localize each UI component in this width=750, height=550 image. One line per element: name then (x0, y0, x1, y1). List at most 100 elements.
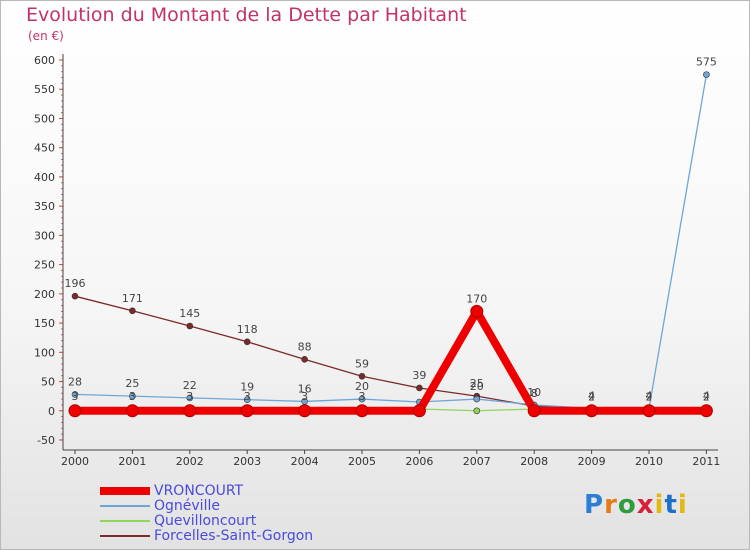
data-point (243, 396, 251, 403)
legend-swatch (100, 535, 150, 537)
legend-swatch (100, 487, 150, 495)
legend-item: Quevilloncourt (100, 514, 360, 529)
data-point (642, 404, 656, 418)
data-label: 20 (470, 380, 484, 393)
x-tick-label: 2010 (635, 455, 663, 468)
y-tick-label: 400 (34, 171, 55, 184)
y-tick-label: 150 (34, 317, 55, 330)
x-tick-label: 2001 (118, 455, 146, 468)
data-point (355, 404, 369, 418)
data-label: 3 (186, 390, 193, 403)
data-label: 3 (72, 390, 79, 403)
data-label: 4 (588, 389, 595, 402)
legend-label: Quevilloncourt (154, 513, 257, 529)
data-label: 2 (646, 391, 653, 404)
data-label: 4 (703, 389, 710, 402)
y-tick-label: 200 (34, 288, 55, 301)
chart-subtitle: (en €) (28, 29, 64, 43)
x-tick-label: 2004 (291, 455, 319, 468)
series-line-forcelles-saint-gorgon (74, 295, 708, 410)
data-label: 2 (588, 391, 595, 404)
data-label: 16 (298, 382, 312, 395)
data-point (301, 356, 308, 363)
y-tick-label: 300 (34, 229, 55, 242)
y-tick-label: 100 (34, 346, 55, 359)
data-point (68, 404, 82, 418)
y-tick-label: 500 (34, 112, 55, 125)
data-label: 171 (122, 292, 143, 305)
y-tick-label: 350 (34, 200, 55, 213)
y-tick-label: 50 (41, 376, 55, 389)
data-label: 3 (129, 390, 136, 403)
data-point (473, 395, 481, 403)
data-label: 118 (237, 323, 258, 336)
data-label: 88 (298, 340, 312, 353)
data-label: 4 (588, 389, 595, 402)
legend-item: Forcelles-Saint-Gorgon (100, 529, 360, 544)
data-point (298, 404, 312, 418)
data-point (243, 338, 251, 346)
y-tick-label: -50 (37, 434, 55, 447)
data-point (585, 404, 599, 418)
data-point (358, 395, 366, 403)
legend-item: VRONCOURT (100, 484, 360, 499)
chart-title: Evolution du Montant de la Dette par Hab… (26, 4, 467, 26)
data-label: 25 (125, 377, 139, 390)
data-point (470, 304, 484, 318)
data-point (416, 384, 423, 392)
data-label: 25 (470, 377, 484, 390)
data-point (125, 404, 139, 418)
legend-swatch (100, 520, 150, 522)
data-label: 19 (240, 381, 254, 394)
y-tick-label: 450 (34, 142, 55, 155)
y-tick-label: 550 (34, 83, 55, 96)
data-point (183, 404, 197, 418)
y-tick-label: 600 (34, 54, 55, 67)
data-point (240, 404, 254, 418)
legend-label: VRONCOURT (154, 483, 244, 499)
data-label: 39 (412, 369, 426, 382)
data-label: 59 (355, 357, 369, 370)
data-label: 3 (359, 390, 366, 403)
proxiti-logo: Proxiti (584, 490, 688, 520)
data-label: 575 (696, 56, 717, 69)
data-label: 4 (646, 389, 653, 402)
x-tick-label: 2011 (692, 455, 720, 468)
chart-legend: VRONCOURT Ognéville Quevilloncourt Forcelle… (100, 484, 360, 544)
data-label: 3 (244, 390, 251, 403)
data-label: 28 (68, 375, 82, 388)
data-point (527, 404, 541, 418)
data-label: 2 (703, 391, 710, 404)
data-point (703, 71, 710, 78)
legend-swatch (100, 505, 150, 507)
data-label: 10 (527, 386, 541, 399)
data-label: 8 (531, 387, 538, 400)
data-label: 3 (301, 390, 308, 403)
y-tick-label: 0 (48, 405, 55, 418)
x-tick-label: 2008 (520, 455, 548, 468)
data-point (412, 404, 426, 418)
legend-item: Ognéville (100, 499, 360, 514)
x-tick-label: 2003 (233, 455, 261, 468)
data-label: 170 (466, 292, 487, 305)
data-point (186, 394, 194, 402)
x-tick-label: 2000 (61, 455, 89, 468)
data-label: 22 (183, 379, 197, 392)
data-label: 20 (355, 380, 369, 393)
data-label: 4 (646, 389, 653, 402)
y-tick-label: 250 (34, 259, 55, 272)
data-label: 196 (65, 277, 86, 290)
series-line-ogn-ville (74, 73, 708, 410)
data-label: 145 (179, 307, 200, 320)
data-point (71, 292, 79, 300)
data-point (129, 307, 136, 315)
x-tick-label: 2005 (348, 455, 376, 468)
data-point (699, 404, 713, 418)
data-point (129, 392, 136, 400)
x-tick-label: 2002 (176, 455, 204, 468)
data-point (358, 372, 366, 380)
x-tick-label: 2006 (405, 455, 433, 468)
data-point (71, 391, 79, 398)
